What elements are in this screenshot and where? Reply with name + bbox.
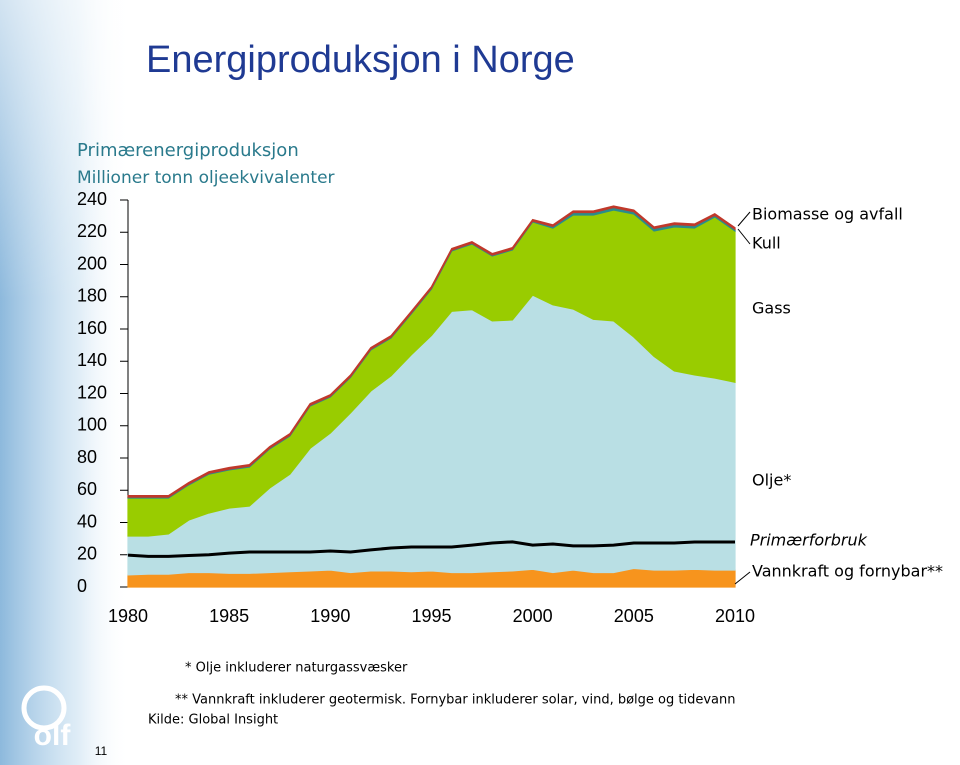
footnote: * Olje inkluderer naturgassvæsker xyxy=(185,661,408,676)
y-tick-label: 140 xyxy=(77,350,107,370)
page-number: 11 xyxy=(95,744,108,758)
y-tick-label: 120 xyxy=(77,382,107,402)
x-tick-label: 1985 xyxy=(209,606,249,626)
water-fade xyxy=(0,0,130,300)
x-tick-label: 2000 xyxy=(513,606,553,626)
legend-label: Kull xyxy=(752,234,781,253)
logo-ring xyxy=(21,685,67,731)
footnote: ** Vannkraft inkluderer geotermisk. Forn… xyxy=(175,693,736,708)
slide-title: Energiproduksjon i Norge xyxy=(146,39,575,81)
x-tick-label: 2005 xyxy=(614,606,654,626)
x-tick-label: 1995 xyxy=(411,606,451,626)
y-tick-label: 40 xyxy=(77,511,97,531)
x-tick-label: 1990 xyxy=(310,606,350,626)
y-tick-label: 180 xyxy=(77,286,107,306)
legend-label: Biomasse og avfall xyxy=(752,205,903,224)
y-tick-label: 20 xyxy=(77,544,97,564)
x-tick-label: 1980 xyxy=(108,606,148,626)
y-tick-label: 220 xyxy=(77,221,107,241)
line xyxy=(127,540,735,558)
leader-line xyxy=(734,571,751,585)
y-tick-label: 100 xyxy=(77,415,107,435)
legend-label: Olje* xyxy=(752,471,791,490)
area xyxy=(127,205,736,498)
y-tick-label: 160 xyxy=(77,318,107,338)
y-tick-label: 0 xyxy=(77,576,87,596)
legend-label: Vannkraft og fornybar** xyxy=(752,562,943,581)
y-tick-label: 200 xyxy=(77,253,107,273)
logo: olf xyxy=(34,719,72,752)
chart-subtitle: Millioner tonn oljeekvivalenter xyxy=(77,168,335,188)
legend-label: Gass xyxy=(752,299,791,318)
chart-title: Primærenergiproduksjon xyxy=(77,140,299,161)
y-tick-label: 60 xyxy=(77,479,97,499)
x-tick-label: 2010 xyxy=(715,606,755,626)
legend-label: Primærforbruk xyxy=(750,531,868,550)
y-tick-label: 240 xyxy=(77,189,107,209)
y-tick-label: 80 xyxy=(77,447,97,467)
plot: 0 20 40 60 80 100 120 140 160 180 200 220 240 1980 198… xyxy=(77,189,943,626)
footnote: Kilde: Global Insight xyxy=(148,713,278,728)
leader-line xyxy=(737,211,751,227)
leader-line xyxy=(737,228,751,245)
